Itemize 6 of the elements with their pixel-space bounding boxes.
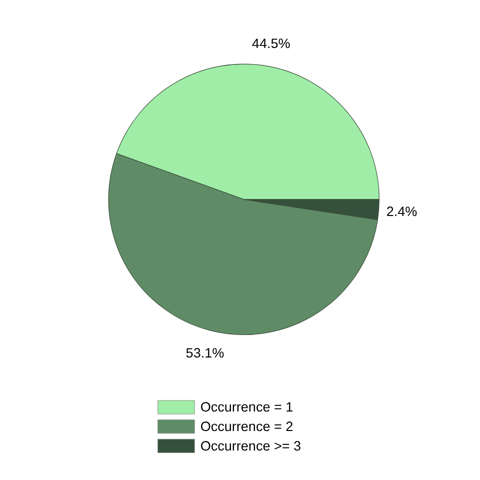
data-label: 53.1% xyxy=(186,345,224,360)
legend-label: Occurrence = 2 xyxy=(200,419,294,434)
legend-label: Occurrence = 1 xyxy=(200,400,294,415)
data-label: 2.4% xyxy=(386,204,418,219)
legend-label: Occurrence >= 3 xyxy=(200,438,302,454)
data-label: 44.5% xyxy=(252,36,290,51)
